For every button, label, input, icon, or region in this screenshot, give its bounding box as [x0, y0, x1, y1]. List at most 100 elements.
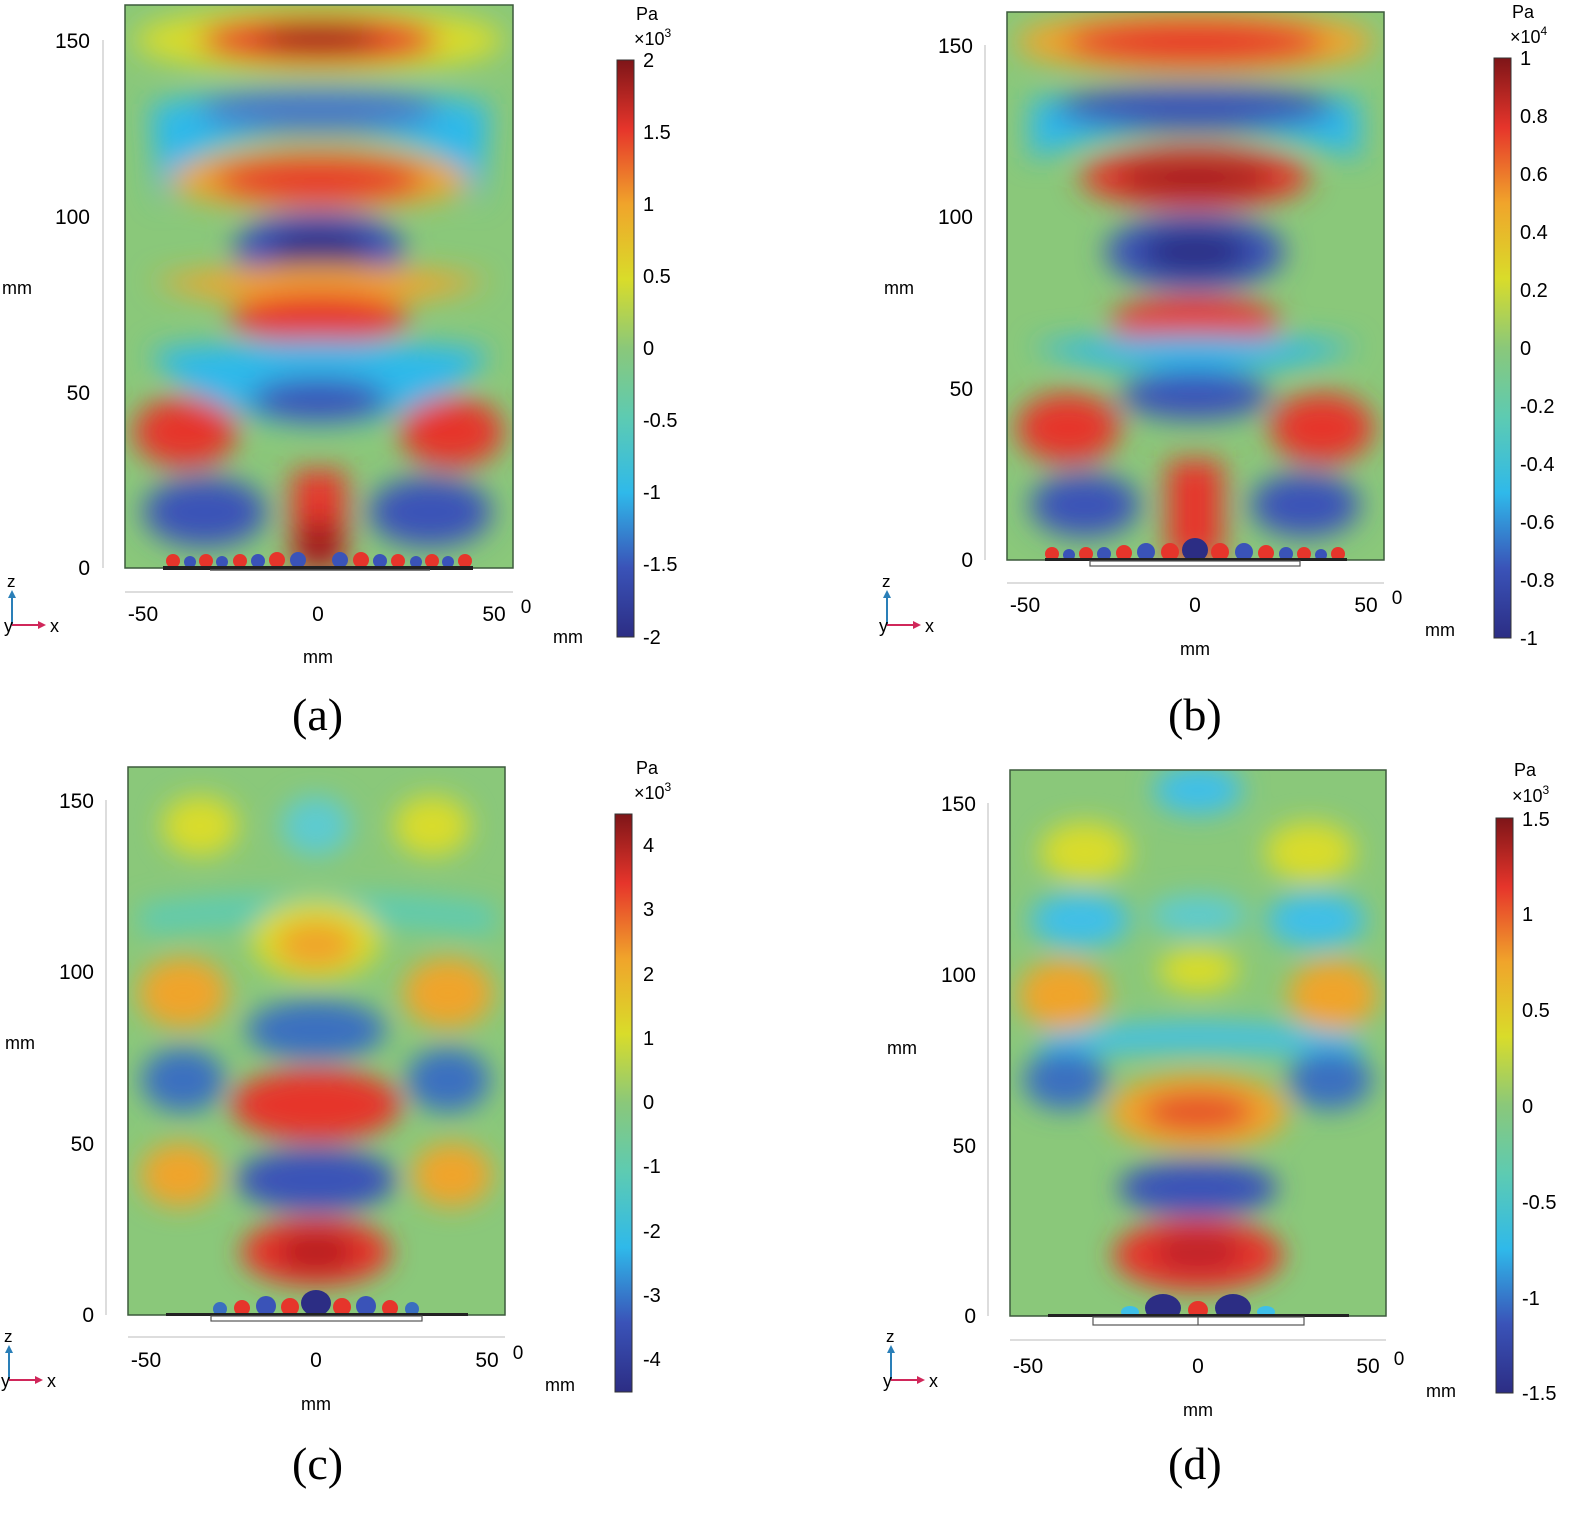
- colorbar-b: Pa ×104 1 0.8 0.6 0.4 0.2 0 -0.2 -0.4 -0…: [1493, 2, 1554, 650]
- lobe-d-18: [1145, 1294, 1181, 1316]
- transducer-array-c: [166, 1313, 468, 1316]
- extra-tick-label: 0: [1394, 1349, 1405, 1370]
- lobe-a-22: [199, 554, 213, 568]
- lobe-d-10: [1040, 1022, 1360, 1060]
- lobe-c-3: [281, 796, 351, 856]
- transducer-array-b: [1045, 558, 1347, 561]
- cbar-tick: 2: [643, 50, 654, 72]
- x-tick-label: 50: [475, 1349, 498, 1372]
- lobe-c-23: [356, 1296, 376, 1315]
- y-tick-label: 50: [71, 1133, 94, 1156]
- colorbar-c: Pa ×103 4 3 2 1 0 -1 -2 -3 -4: [614, 758, 672, 1393]
- x-tick-label: 50: [482, 603, 505, 626]
- triad-y-label: y: [883, 1371, 892, 1391]
- cbar-tick: -1: [1522, 1288, 1540, 1310]
- extra-tick-label: 0: [521, 597, 532, 618]
- lobe-a-3: [259, 24, 379, 52]
- panel-c: 150 100 50 0 mm -50 0 50 0 mm mm z y x P…: [0, 0, 780, 1489]
- lobe-c-20: [281, 1298, 299, 1315]
- triad-z-label: z: [886, 1327, 895, 1346]
- lobe-b-19: [1079, 547, 1093, 560]
- lobe-a-20: [166, 554, 180, 568]
- lobe-a-9: [269, 228, 369, 272]
- cbar-tick: -1: [643, 482, 661, 504]
- lobe-c-13: [140, 1143, 220, 1207]
- lobe-c-8: [403, 958, 493, 1028]
- axis-triad-d: z y x: [883, 1327, 938, 1391]
- x-axis-label: mm: [1180, 639, 1210, 659]
- cbar-tick: 0: [1520, 338, 1531, 360]
- lobe-c-2: [394, 796, 470, 856]
- lobe-a-5: [199, 88, 439, 132]
- colorbar-exponent: 3: [665, 780, 672, 794]
- colorbar-gradient: [1495, 817, 1514, 1394]
- lobe-b-10: [1030, 335, 1360, 372]
- lobe-a-10: [150, 265, 490, 305]
- cbar-tick: 0.8: [1520, 106, 1548, 128]
- cbar-tick: -2: [643, 1221, 661, 1243]
- cbar-tick: 1.5: [643, 122, 671, 144]
- transducer-array-d: [1048, 1314, 1349, 1317]
- lobe-d-7: [1158, 948, 1238, 992]
- heatmap-chart-c: 150 100 50 0 mm -50 0 50 0 mm mm z y x P…: [1, 758, 672, 1414]
- cbar-tick: -0.4: [1520, 454, 1554, 476]
- lobe-b-17: [1045, 547, 1059, 560]
- x-tick-label: 50: [1354, 594, 1377, 617]
- lobe-c-12: [231, 1069, 401, 1141]
- axis-triad-b: z y x: [879, 572, 934, 636]
- cbar-tick: 0.4: [1520, 222, 1548, 244]
- lobe-a-15: [400, 397, 504, 467]
- transducer-base-c: [210, 1315, 423, 1322]
- surface-lobes-d: [1121, 1294, 1275, 1316]
- lobe-d-8: [1018, 960, 1108, 1030]
- y-tick-label: 50: [950, 378, 973, 401]
- y-tick-label: 150: [59, 790, 94, 813]
- colorbar-unit: Pa: [1512, 2, 1535, 22]
- lobe-c-22: [333, 1298, 351, 1315]
- extra-tick-label: 0: [1392, 588, 1403, 609]
- cbar-tick: -0.5: [643, 410, 677, 432]
- lobe-a-34: [442, 556, 454, 568]
- lobe-b-9: [1110, 297, 1280, 347]
- lobe-b-20: [1097, 547, 1111, 560]
- lobe-a-25: [251, 554, 265, 568]
- cbar-tick: 0: [643, 1092, 654, 1114]
- triad-z-label: z: [882, 572, 891, 591]
- panel-caption: (a): [292, 689, 344, 740]
- triad-y-label: y: [879, 616, 888, 636]
- lobe-b-11: [1120, 370, 1270, 420]
- colorbar-d: Pa ×103 1.5 1 0.5 0 -0.5 -1 -1.5: [1495, 760, 1556, 1405]
- cbar-tick: -0.2: [1520, 396, 1554, 418]
- lobe-d-4: [1030, 892, 1130, 948]
- svg-text:×103: ×103: [634, 26, 672, 49]
- cbar-tick: -1: [1520, 628, 1538, 650]
- panel-caption: (d): [1168, 1438, 1222, 1489]
- cbar-tick: 1: [1520, 48, 1531, 70]
- pressure-field-a: [133, 6, 504, 568]
- colorbar-ticks: 4 3 2 1 0 -1 -2 -3 -4: [643, 835, 661, 1371]
- y-tick-label: 150: [938, 35, 973, 58]
- colorbar-scale: ×10: [1512, 786, 1543, 806]
- lobe-b-13: [1270, 393, 1374, 463]
- x-axis-label-right: mm: [1426, 1381, 1456, 1401]
- panel-a: 150 100 50 0 mm -50 0 50 0 mm mm z y x P…: [0, 0, 780, 750]
- x-axis-label-right: mm: [545, 1375, 575, 1395]
- lobe-a-33: [425, 554, 439, 568]
- svg-text:×104: ×104: [1510, 24, 1548, 47]
- transducer-base-b: [1089, 560, 1301, 567]
- triad-y-label: y: [1, 1371, 10, 1391]
- lobe-a-26: [269, 552, 285, 568]
- panel-caption: (b): [1168, 689, 1222, 740]
- y-tick-label: 0: [964, 1305, 976, 1328]
- x-tick-label: 0: [1189, 594, 1201, 617]
- lobe-b-23: [1161, 543, 1179, 560]
- lobe-c-17: [276, 1232, 356, 1272]
- svg-text:×103: ×103: [634, 780, 672, 803]
- y-tick-label: 0: [82, 1304, 94, 1327]
- y-tick-label: 100: [938, 206, 973, 229]
- lobe-a-28: [332, 552, 348, 568]
- x-axis-label: mm: [301, 1394, 331, 1414]
- colorbar-gradient: [1493, 57, 1512, 639]
- lobe-c-21: [301, 1290, 331, 1315]
- cbar-tick: 1.5: [1522, 809, 1550, 831]
